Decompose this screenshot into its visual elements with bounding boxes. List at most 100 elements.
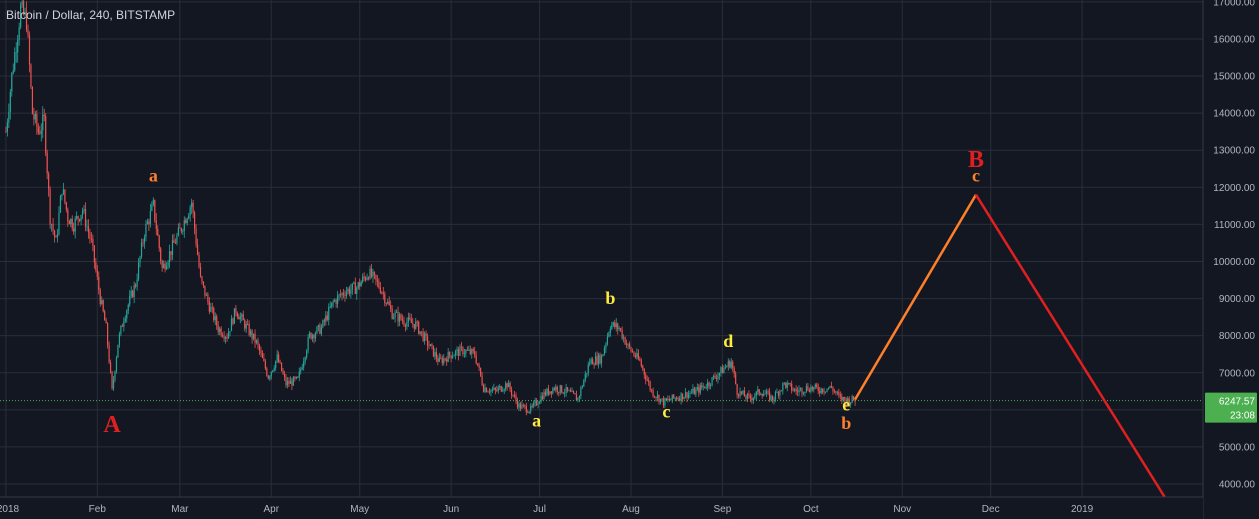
candle-body <box>845 399 847 404</box>
candle-body <box>325 315 327 322</box>
candle-body <box>708 382 710 386</box>
candle-body <box>120 325 122 335</box>
candle-body <box>180 228 182 232</box>
candle-body <box>490 389 492 393</box>
candle-body <box>14 52 16 71</box>
candle-body <box>617 323 619 330</box>
candle-body <box>365 277 367 280</box>
candle-body <box>729 361 731 368</box>
candle-body <box>413 324 415 329</box>
candle-body <box>684 392 687 398</box>
candle-body <box>565 387 567 393</box>
candle-body <box>465 350 467 354</box>
candle-body <box>817 387 819 392</box>
candle-body <box>303 361 305 368</box>
candle-body <box>780 390 782 392</box>
candle-body <box>5 131 7 133</box>
candle-body <box>238 316 240 320</box>
candle-body <box>163 263 165 268</box>
candle-body <box>746 394 749 399</box>
candle-body <box>562 392 564 394</box>
candle-body <box>434 351 436 357</box>
candle-body <box>360 282 362 287</box>
candle-body <box>99 289 101 304</box>
candle-body <box>252 333 255 339</box>
candle-body <box>715 377 718 380</box>
wave-label-b: b <box>605 288 615 308</box>
candle-body <box>403 320 405 325</box>
candle-body <box>34 114 36 120</box>
candle-body <box>183 220 185 231</box>
candle-body <box>148 221 150 225</box>
candle-body <box>438 357 440 362</box>
candle-body <box>423 333 426 341</box>
candle-body <box>444 358 446 360</box>
candle-body <box>583 380 585 387</box>
candle-body <box>593 364 595 366</box>
candle-body <box>198 254 200 268</box>
candle-body <box>723 368 725 374</box>
candle-body <box>285 376 287 386</box>
candle-body <box>227 332 230 339</box>
candle-body <box>71 218 73 229</box>
candle-body <box>93 245 95 263</box>
candle-body <box>850 402 852 405</box>
candle-body <box>814 384 816 388</box>
candle-body <box>777 392 780 396</box>
candle-body <box>642 365 644 369</box>
candle-body <box>344 295 346 297</box>
candle-body <box>844 397 846 400</box>
candle-body <box>242 314 244 321</box>
candle-body <box>696 387 698 390</box>
candle-body <box>736 384 738 395</box>
candle-body <box>114 371 116 380</box>
candle-body <box>590 359 592 363</box>
candle-body <box>357 282 359 288</box>
candle-body <box>337 295 339 304</box>
candle-body <box>354 282 356 294</box>
candle-body <box>614 322 616 328</box>
candle-body <box>58 212 60 235</box>
candle-body <box>711 377 713 386</box>
candle-body <box>518 403 520 408</box>
candle-body <box>521 404 523 409</box>
candle-body <box>735 373 737 385</box>
price-axis[interactable]: 17000.00 16000.00 15000.00 14000.00 13000.00… <box>1202 0 1259 519</box>
time-axis-bg <box>0 497 1203 519</box>
candle-body <box>707 382 709 388</box>
candle-body <box>351 283 353 290</box>
candle-body <box>313 334 315 339</box>
candle-body <box>484 387 486 392</box>
candle-body <box>704 386 706 388</box>
candle-body <box>426 336 429 346</box>
candle-body <box>87 226 90 233</box>
candle-body <box>536 400 538 405</box>
candle-body <box>84 209 87 227</box>
candle-body <box>680 393 682 401</box>
candle-body <box>782 383 784 391</box>
candle-body <box>282 371 284 374</box>
candle-body <box>98 276 100 290</box>
candle-body <box>798 389 800 393</box>
candle-body <box>480 367 482 376</box>
candle-body <box>188 215 190 219</box>
candle-body <box>541 395 544 400</box>
candle-body <box>96 270 98 277</box>
candle-body <box>151 204 153 211</box>
candle-body <box>574 393 576 395</box>
candle-body <box>264 361 266 369</box>
candle-body <box>600 356 603 364</box>
candle-body <box>550 391 552 394</box>
candle-body <box>211 307 213 309</box>
candle-body <box>407 317 409 322</box>
candle-body <box>186 218 188 224</box>
candle-body <box>527 412 529 414</box>
candle-body <box>497 387 499 391</box>
wave-label-a: a <box>149 166 158 186</box>
time-axis[interactable]: 2018 Feb Mar Apr May Jun Jul Aug Sep Oct Nov Dec 201… <box>0 496 1203 519</box>
candle-body <box>633 352 635 356</box>
candle-body <box>345 291 348 297</box>
candle-body <box>836 392 838 394</box>
candle-body <box>86 226 88 228</box>
